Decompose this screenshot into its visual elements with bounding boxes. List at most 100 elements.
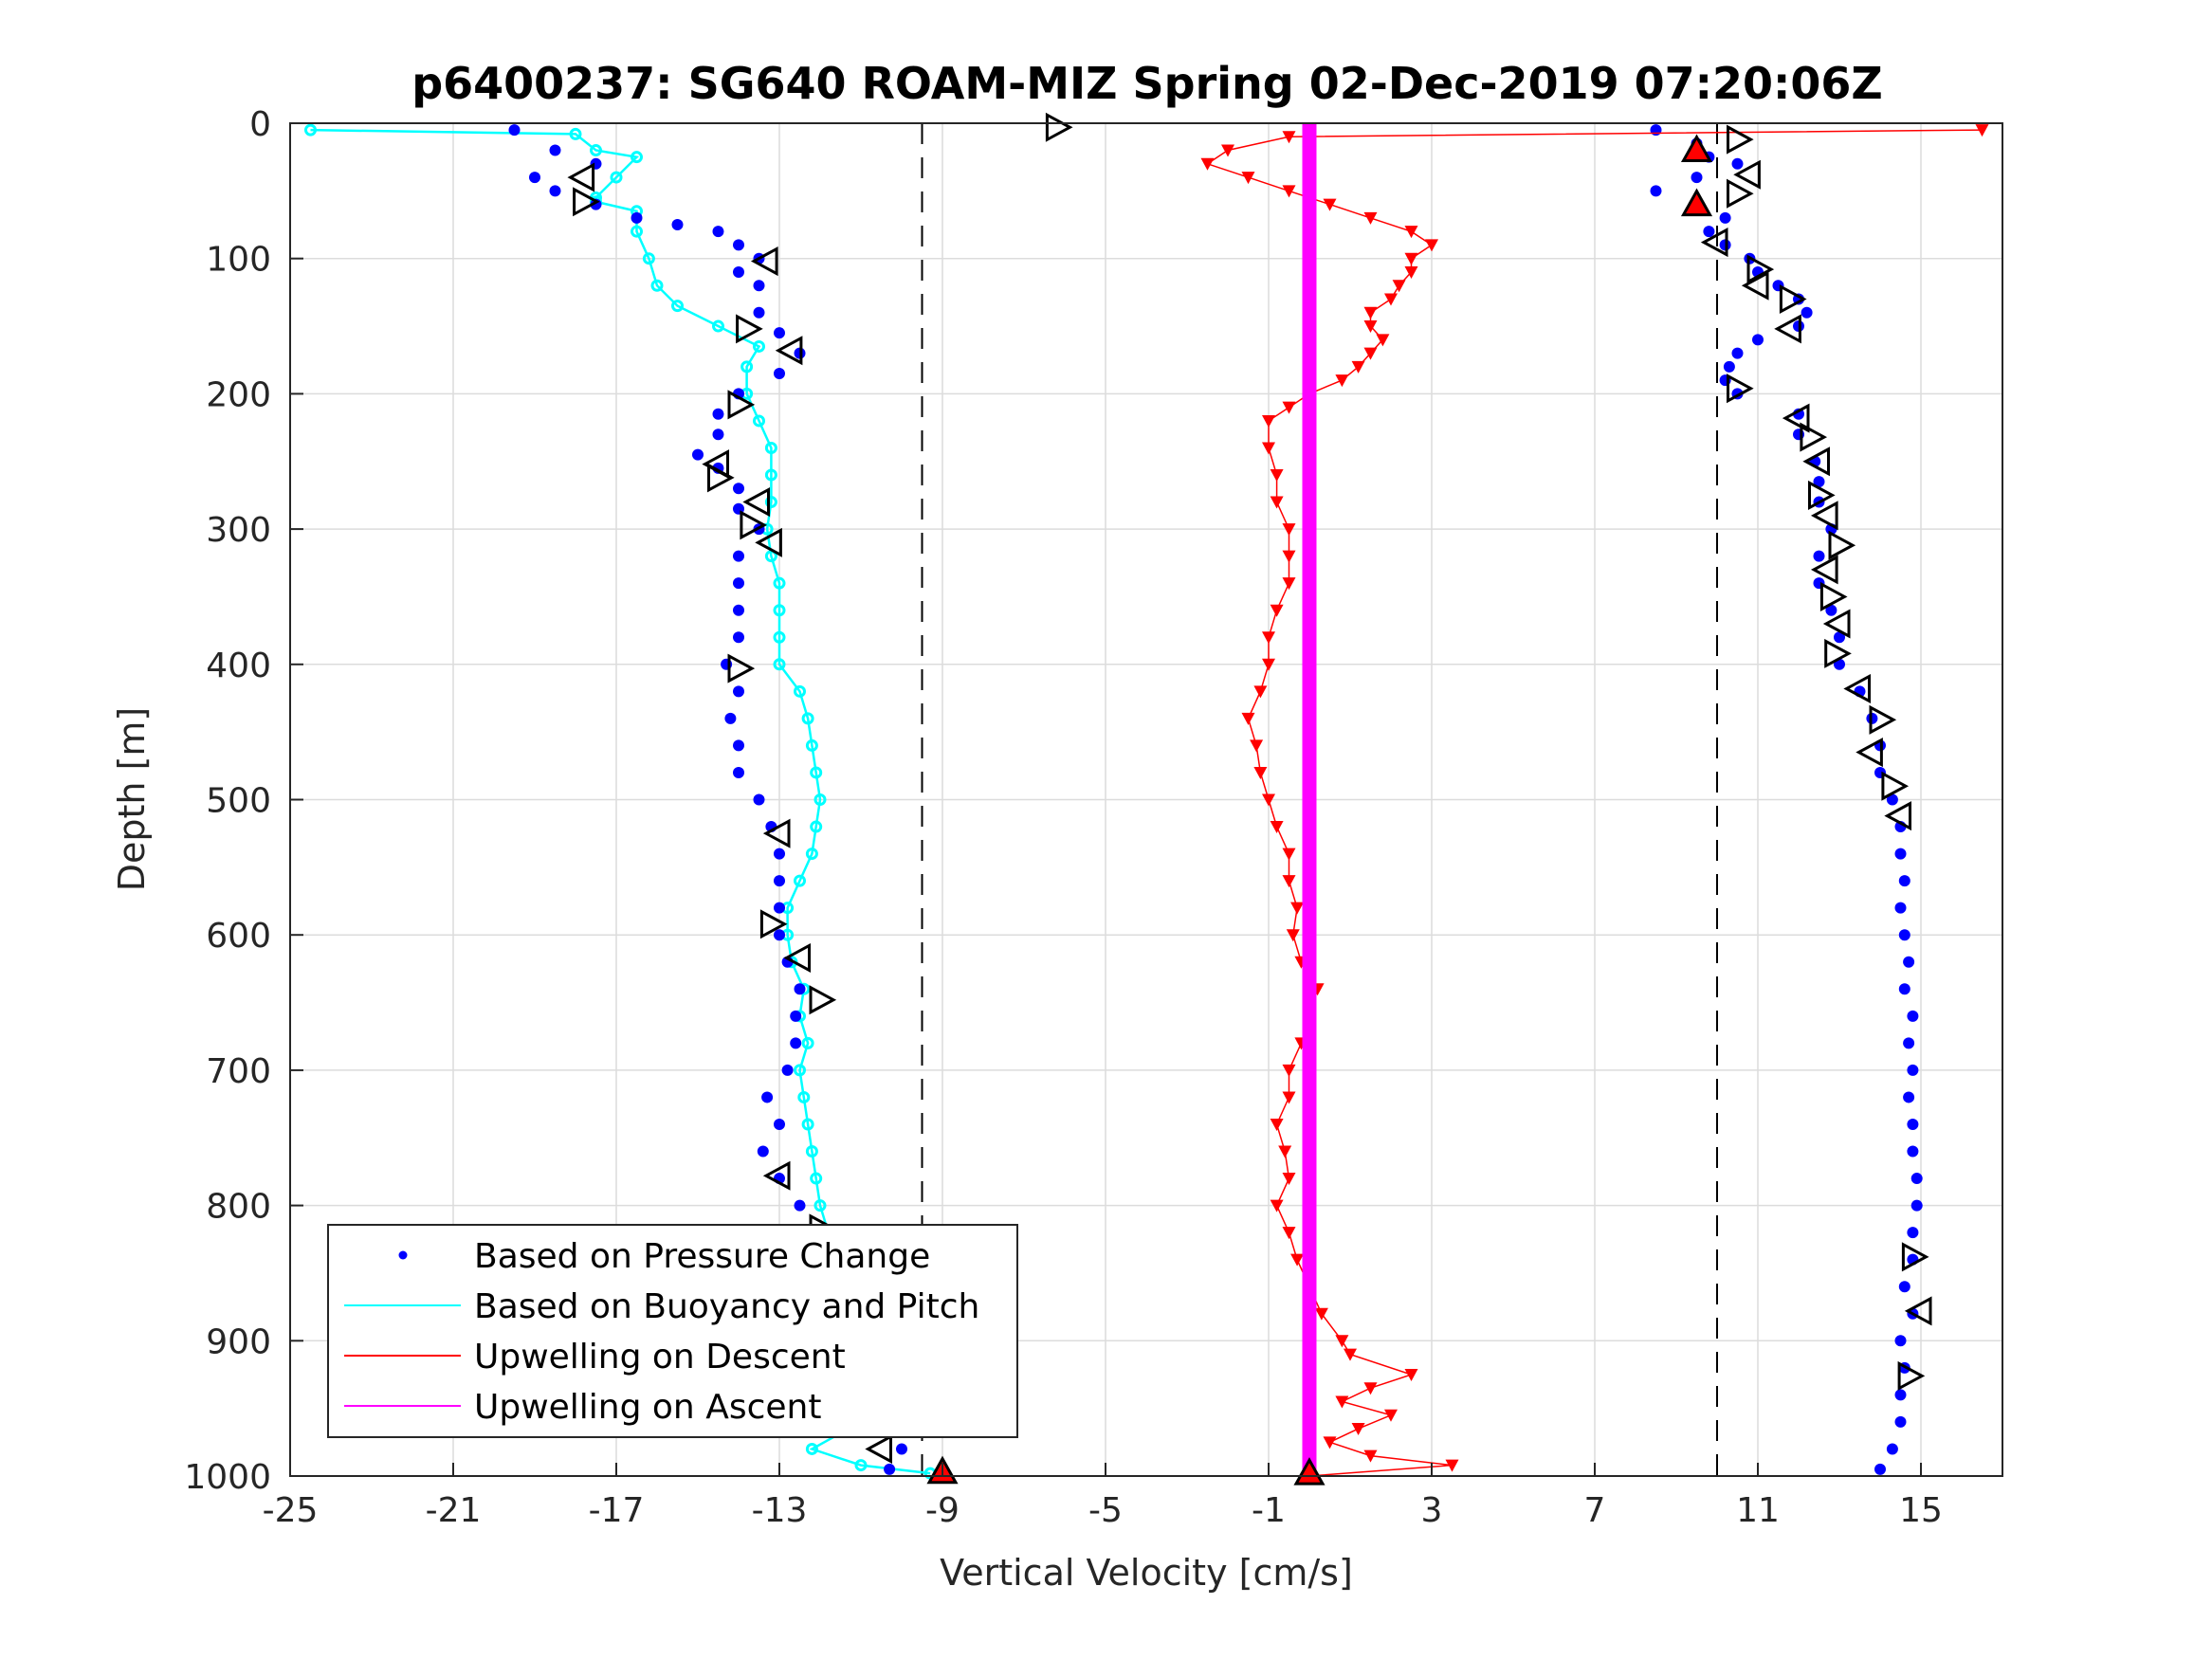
buoyancy-point (814, 793, 827, 806)
pressure-point (884, 1463, 896, 1475)
y-axis-ticks: 0 100 200 300 400 500 600 700 800 900 1000 (184, 105, 303, 1497)
pressure-point (1894, 1335, 1907, 1347)
upwelling-descent-point (1282, 523, 1296, 537)
upwelling-descent-point (1270, 496, 1284, 509)
open-triangle-marker (865, 1433, 892, 1464)
buoyancy-point (773, 630, 786, 644)
upwelling-descent-point (1335, 1335, 1349, 1348)
open-triangle-marker (1843, 673, 1871, 704)
buoyancy-point (805, 1145, 818, 1158)
pressure-point (757, 1145, 769, 1158)
upwelling-descent-point (1270, 604, 1284, 617)
x-axis-label: Vertical Velocity [cm/s] (940, 1552, 1353, 1594)
upwelling-descent-point (1282, 1173, 1296, 1186)
buoyancy-point (650, 279, 664, 292)
x-tick-label: -13 (752, 1491, 808, 1530)
upwelling-descent-point (1262, 658, 1275, 671)
pressure-point (529, 172, 540, 184)
upwelling-descent-point (1262, 631, 1275, 645)
pressure-point (724, 712, 737, 724)
pressure-point (1907, 1010, 1919, 1022)
pressure-point (774, 875, 785, 887)
pressure-point (1691, 172, 1703, 184)
upwelling-descent-point (1363, 306, 1378, 319)
upwelling-descent-point (1351, 1423, 1365, 1436)
pressure-point (1894, 1389, 1907, 1401)
open-triangle-marker (742, 487, 770, 518)
pressure-point (896, 1443, 907, 1455)
upwelling-descent-point (1363, 1382, 1378, 1395)
pressure-point (1907, 1227, 1919, 1239)
upwelling-descent-point (1404, 265, 1418, 279)
upwelling-descent-point (1290, 902, 1305, 915)
buoyancy-point (753, 339, 765, 353)
upwelling-descent-point (1221, 144, 1234, 157)
buoyancy-point (590, 144, 602, 157)
x-tick-label: -5 (1088, 1491, 1123, 1530)
open-triangle-marker (1819, 581, 1848, 611)
y-tick-label: 500 (206, 782, 271, 821)
buoyancy-point (805, 1442, 818, 1455)
pressure-point (733, 483, 744, 495)
open-triangle-marker (1700, 228, 1728, 258)
open-triangle-marker (1881, 771, 1910, 801)
pressure-point (774, 367, 785, 379)
open-triangle-marker (809, 985, 837, 1015)
open-triangle-marker (567, 162, 595, 192)
buoyancy-point (671, 300, 684, 313)
pressure-point (733, 631, 744, 644)
pressure-point (774, 848, 785, 860)
upwelling-descent-point (1253, 766, 1268, 779)
open-triangle-marker (1779, 283, 1807, 315)
pressure-point (712, 428, 724, 441)
buoyancy-point (773, 604, 786, 617)
y-tick-label: 1000 (184, 1458, 271, 1497)
legend-entry-upwelling-descent: Upwelling on Descent (474, 1338, 846, 1376)
legend-box (327, 1224, 1018, 1438)
buoyancy-point (631, 151, 643, 164)
pressure-point (774, 902, 785, 914)
upwelling-descent-point (1262, 793, 1275, 807)
pressure-point (733, 739, 744, 752)
upwelling-descent-point (1290, 1253, 1305, 1267)
upwelling-descent-point (1363, 1449, 1378, 1463)
pressure-point (733, 239, 744, 251)
open-triangle-marker (727, 390, 756, 420)
upwelling-descent-point (1376, 334, 1390, 347)
buoyancy-point (569, 127, 582, 140)
x-tick-label: -21 (426, 1491, 482, 1530)
pressure-point (1834, 631, 1845, 644)
pressure-point (794, 983, 806, 995)
upwelling-descent-point (1253, 685, 1268, 699)
open-triangle-marker (736, 314, 763, 344)
pressure-point (1825, 604, 1837, 616)
upwelling-descent-point (1282, 1064, 1296, 1077)
open-triangle-marker (775, 336, 803, 366)
pressure-point (712, 226, 724, 238)
red-triangle-marker (1680, 134, 1713, 163)
buoyancy-point (854, 1459, 868, 1472)
pressure-point (1813, 550, 1825, 562)
legend: Based on Pressure Change Based on Buoyan… (327, 1224, 1018, 1438)
pressure-point (1907, 1064, 1919, 1076)
open-triangle-marker (1810, 501, 1838, 531)
open-triangle-marker (1828, 530, 1856, 560)
upwelling-descent-point (1262, 414, 1275, 428)
upwelling-descent-point (1282, 401, 1296, 414)
pressure-point (508, 124, 521, 137)
y-tick-label: 900 (206, 1322, 271, 1361)
pressure-point (631, 211, 643, 224)
pressure-point (1898, 875, 1910, 887)
pressure-point (671, 219, 684, 231)
y-tick-label: 600 (206, 917, 271, 956)
open-triangle-marker (707, 463, 735, 493)
pressure-point (781, 1064, 794, 1076)
upwelling-descent-point (1344, 1348, 1357, 1361)
upwelling-descent-point (1323, 1436, 1337, 1449)
upwelling-descent-point (1270, 1118, 1284, 1131)
open-triangle-marker (1824, 638, 1852, 668)
legend-entry-upwelling-ascent: Upwelling on Ascent (474, 1388, 821, 1427)
buoyancy-point (810, 766, 823, 779)
y-tick-label: 700 (206, 1052, 271, 1091)
